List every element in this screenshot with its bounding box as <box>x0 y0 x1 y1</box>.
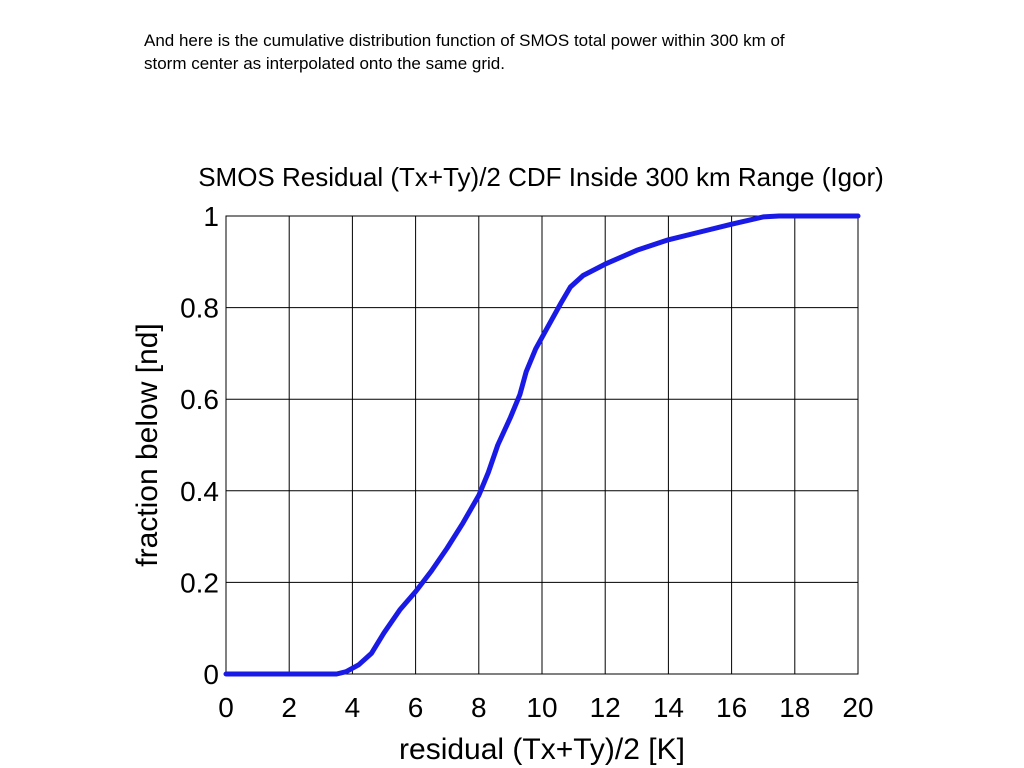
x-tick-label: 2 <box>281 692 297 723</box>
x-tick-label: 10 <box>526 692 557 723</box>
caption-line-2: storm center as interpolated onto the sa… <box>144 54 505 73</box>
x-tick-label: 16 <box>716 692 747 723</box>
y-tick-label: 0.4 <box>180 476 219 507</box>
y-tick-label: 0.2 <box>180 567 219 598</box>
x-tick-label: 18 <box>779 692 810 723</box>
cdf-series-line <box>223 213 861 677</box>
y-tick-label: 1 <box>203 201 219 232</box>
caption-line-1: And here is the cumulative distribution … <box>144 31 785 50</box>
x-tick-label: 8 <box>471 692 487 723</box>
chart-title: SMOS Residual (Tx+Ty)/2 CDF Inside 300 k… <box>198 162 884 192</box>
axis-ticks: 0 2 4 6 8 10 12 14 16 18 20 0 0.2 0.4 0.6 0.8 1 <box>180 201 874 723</box>
x-tick-label: 12 <box>590 692 621 723</box>
x-tick-label: 0 <box>218 692 234 723</box>
plot-area-frame <box>225 215 859 675</box>
y-axis-label: fraction below [nd] <box>131 323 164 566</box>
series-layer <box>223 213 861 677</box>
y-tick-label: 0.8 <box>180 293 219 324</box>
grid-lines <box>226 216 858 674</box>
caption-text: And here is the cumulative distribution … <box>144 29 924 75</box>
y-tick-label: 0.6 <box>180 384 219 415</box>
x-tick-label: 20 <box>842 692 873 723</box>
x-axis-label: residual (Tx+Ty)/2 [K] <box>399 733 685 766</box>
y-tick-label: 0 <box>203 659 219 690</box>
x-tick-label: 14 <box>653 692 684 723</box>
x-tick-label: 6 <box>408 692 424 723</box>
x-tick-label: 4 <box>345 692 361 723</box>
